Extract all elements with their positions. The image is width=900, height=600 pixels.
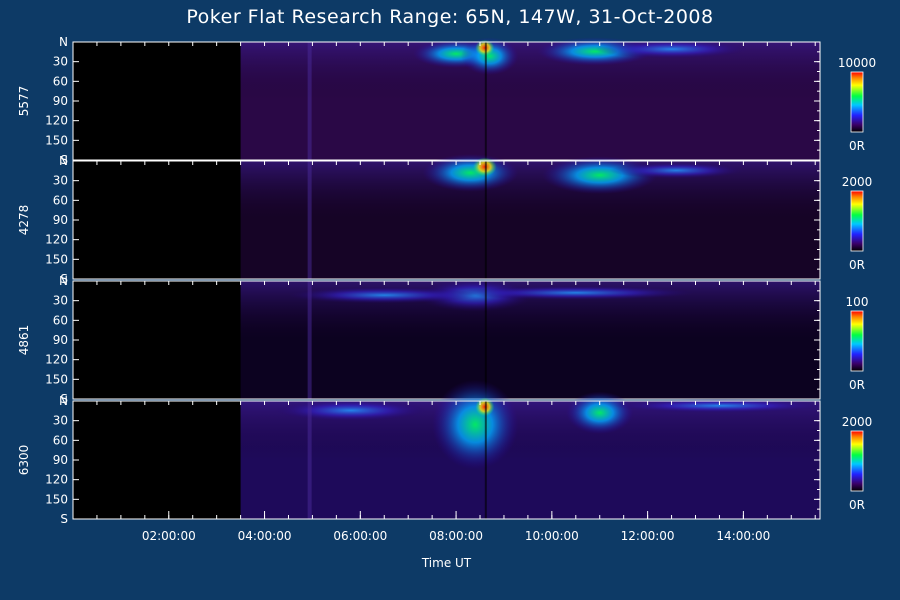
data-gap-line [484,42,487,160]
panel-5577: N 30 60 90 120 150 S 5577 10000 0R [17,35,876,167]
y-tick-label: 60 [53,74,68,88]
data-streak [307,401,312,519]
y-tick-label: N [59,35,68,49]
data-streak [307,161,312,279]
y-tick-label: N [59,154,68,168]
y-tick-label: S [60,512,68,526]
y-tick-label: 120 [45,114,68,128]
y-tick-label: 30 [53,294,68,308]
aurora-feature [456,285,696,300]
y-tick-label: 150 [45,133,68,147]
y-tick-label: 150 [45,252,68,266]
colorbar [850,71,864,133]
aurora-feature [274,399,428,422]
y-tick-label: 60 [53,433,68,447]
y-tick-label: N [59,274,68,288]
y-tick-label: 90 [53,213,68,227]
aurora-feature [422,153,519,192]
colorbar [850,430,864,492]
x-tick-label: 08:00:00 [429,529,483,543]
y-tick-label: 30 [53,174,68,188]
y-tick-label: 90 [53,94,68,108]
panel-4278: N 30 60 90 120 150 S 4278 2000 0R [17,153,873,286]
y-tick-label: S [60,153,68,167]
data-gap-line [484,161,487,279]
y-tick-label: S [60,272,68,286]
data-gap-line [484,401,487,519]
panel-label: 5577 [17,86,31,117]
y-tick-label: 90 [53,453,68,467]
aurora-feature [594,39,749,59]
panel-6300: N 30 60 90 120 150 S 6300 2000 0R [17,379,873,526]
x-tick-label: 04:00:00 [238,529,292,543]
colorbar-min-label: 0R [849,258,865,272]
y-tick-label: 60 [53,313,68,327]
y-tick-label: S [60,392,68,406]
y-tick-label: 30 [53,414,68,428]
panel-label: 6300 [17,445,31,476]
data-streak [307,281,312,399]
colorbar-max-label: 10000 [838,56,876,70]
y-tick-label: 120 [45,473,68,487]
colorbar [850,310,864,372]
x-tick-label: 12:00:00 [621,529,675,543]
colorbar-max-label: 2000 [842,175,873,189]
chart-title: Poker Flat Research Range: 65N, 147W, 31… [186,6,714,28]
aurora-feature [609,162,744,179]
colorbar-max-label: 100 [846,295,869,309]
y-tick-label: 30 [53,55,68,69]
x-tick-label: 02:00:00 [142,529,196,543]
aurora-feature [614,398,825,413]
x-tick-label: 14:00:00 [716,529,770,543]
panel-label: 4861 [17,325,31,356]
x-tick-label: 10:00:00 [525,529,579,543]
y-tick-label: 120 [45,353,68,367]
y-tick-label: 150 [45,492,68,506]
aurora-feature [566,391,634,435]
colorbar [850,190,864,252]
data-gap-line [484,281,487,399]
data-streak [307,42,312,160]
panel-4861: N 30 60 90 120 150 S 4861 100 0R [17,274,868,406]
y-tick-label: N [59,394,68,408]
aurora-feature [432,379,519,470]
x-axis-label: Time UT [421,556,472,570]
colorbar-min-label: 0R [849,378,865,392]
y-tick-label: 60 [53,193,68,207]
aurora-feature [460,37,519,76]
y-tick-label: 90 [53,333,68,347]
colorbar-min-label: 0R [849,139,865,153]
panel-label: 4278 [17,205,31,236]
y-tick-label: 150 [45,372,68,386]
y-tick-label: 120 [45,233,68,247]
aurora-feature [288,286,481,304]
x-tick-label: 06:00:00 [333,529,387,543]
colorbar-max-label: 2000 [842,415,873,429]
colorbar-min-label: 0R [849,498,865,512]
